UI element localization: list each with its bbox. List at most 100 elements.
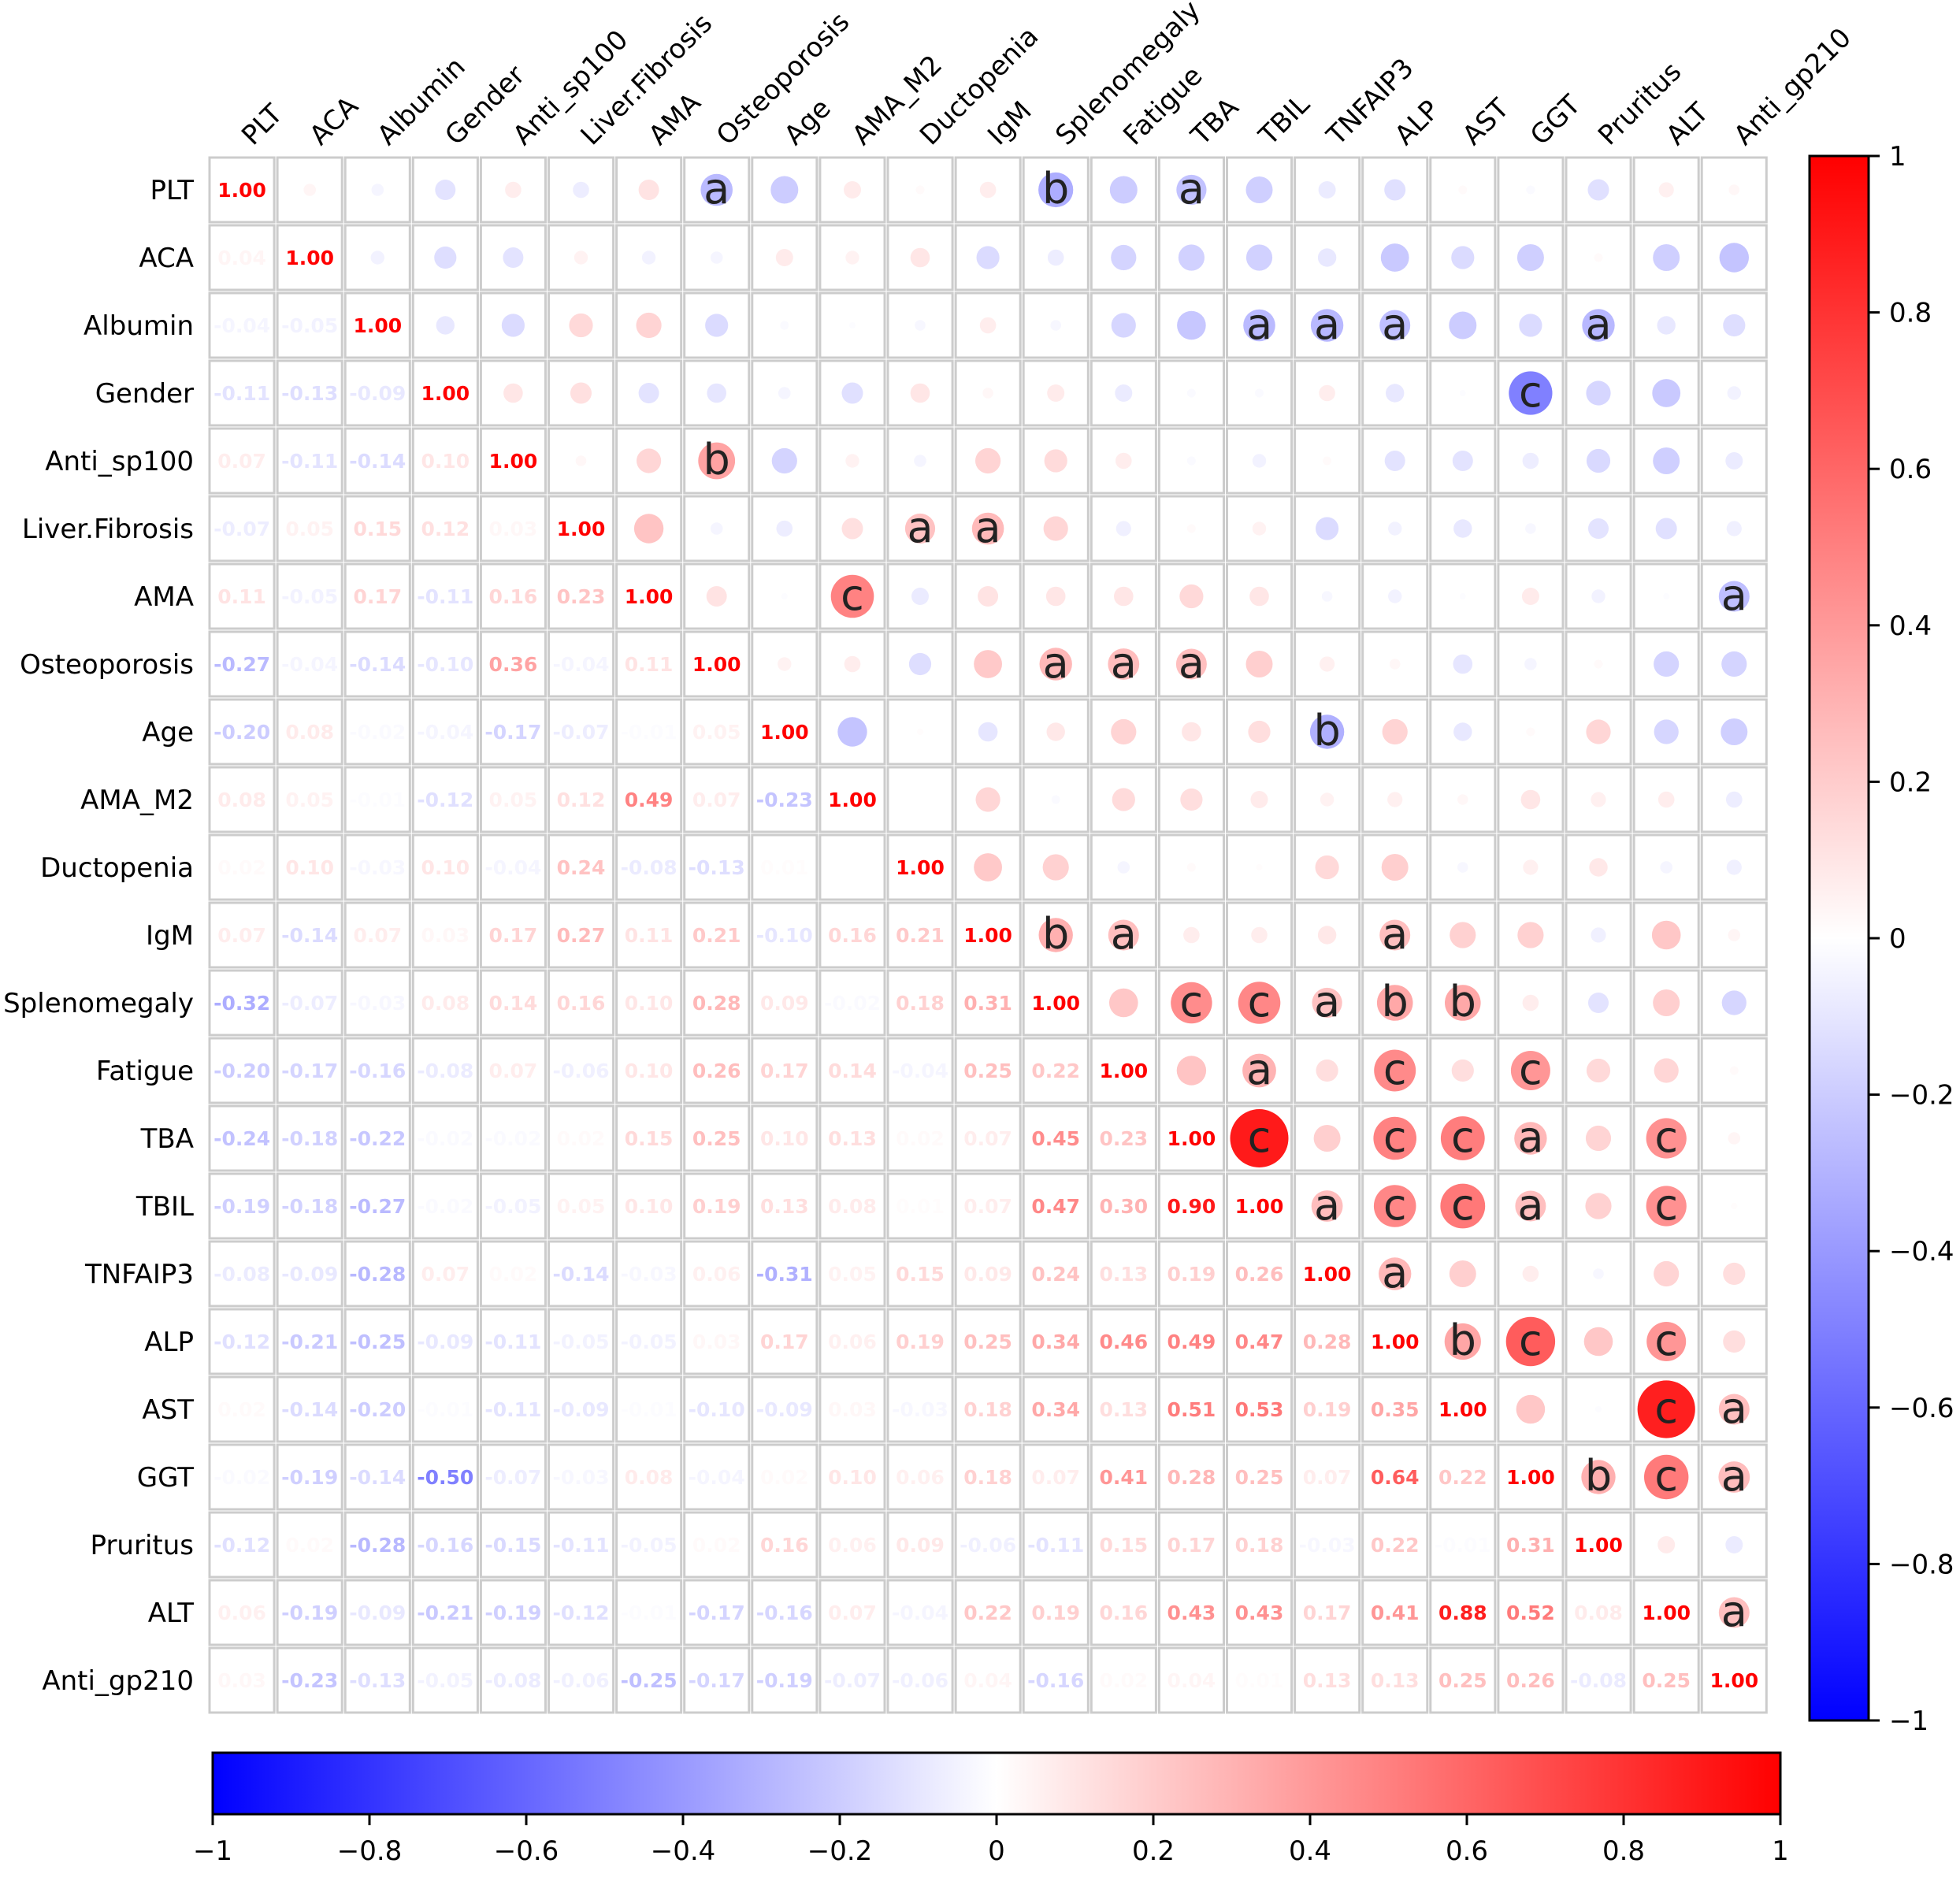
correlation-label: -0.03: [349, 992, 406, 1015]
grid-cell: [683, 698, 751, 766]
significance-letter: c: [1383, 1045, 1407, 1094]
correlation-circle: [1657, 791, 1675, 808]
grid-cell: [1632, 630, 1700, 698]
grid-cell: [411, 698, 479, 766]
row-label-gender: Gender: [95, 378, 194, 410]
correlation-label: 0.07: [217, 924, 266, 947]
correlation-circle: [978, 722, 998, 742]
column-label-alp: ALP: [1389, 95, 1446, 152]
grid-cell: [479, 1172, 548, 1240]
grid-cell: [819, 1240, 886, 1308]
significance-letter: c: [1654, 1316, 1678, 1365]
correlation-circle: [1310, 309, 1344, 342]
grid-cell: [411, 427, 479, 495]
grid-cell: [886, 1240, 954, 1308]
correlation-circle: [1588, 993, 1609, 1013]
grid-cell: [276, 1511, 343, 1579]
grid-cell: [548, 1511, 615, 1579]
grid-cell: [751, 427, 819, 495]
grid-cell: [819, 495, 886, 562]
correlation-circle: [1646, 1322, 1687, 1361]
correlation-circle: [1591, 927, 1606, 943]
correlation-label: 0.19: [1031, 1601, 1080, 1624]
grid-cell: [1565, 1579, 1632, 1646]
correlation-label: 0.49: [1167, 1331, 1216, 1353]
grid-cell: [954, 1308, 1022, 1375]
grid-cell: [276, 1308, 343, 1375]
correlation-circle: [1387, 792, 1403, 807]
horizontal-colorbar-tick-label: −0.2: [807, 1835, 873, 1867]
grid-cell: [548, 1308, 615, 1375]
correlation-label: -0.01: [621, 1398, 677, 1421]
correlation-label: 0.24: [1031, 1263, 1080, 1286]
grid-cell: [208, 1646, 276, 1714]
correlation-circle: [1586, 1058, 1611, 1083]
row-label-aca: ACA: [139, 243, 194, 274]
correlation-circle: [1251, 926, 1268, 944]
correlation-label: 0.09: [760, 992, 809, 1015]
correlation-circle: [1516, 1394, 1546, 1424]
correlation-label: 0.07: [692, 789, 741, 811]
correlation-label: -0.19: [213, 1195, 270, 1218]
correlation-circle: [1591, 589, 1605, 603]
grid-cell: [751, 1104, 819, 1172]
row-label-ama-m2: AMA_M2: [80, 785, 194, 816]
correlation-label: 0.06: [217, 1601, 266, 1624]
diagonal-label: 1.00: [1235, 1195, 1284, 1218]
correlation-label: 0.19: [692, 1195, 741, 1218]
correlation-label: 0.03: [692, 1331, 741, 1353]
grid-cell: [1497, 1443, 1565, 1511]
correlation-label: 0.51: [1167, 1398, 1216, 1421]
significance-letter: a: [1721, 570, 1747, 620]
correlation-label: 0.23: [557, 585, 606, 608]
grid-cell: [276, 291, 343, 359]
grid-cell: [886, 833, 954, 901]
grid-cell: [819, 1308, 886, 1375]
correlation-label: -0.10: [756, 924, 813, 947]
grid-cell: [411, 359, 479, 427]
correlation-circle: [1381, 854, 1409, 881]
correlation-circle: [837, 717, 867, 747]
correlation-label: 0.26: [1235, 1263, 1284, 1286]
grid-cell: [276, 833, 343, 901]
significance-letter: a: [1721, 1451, 1747, 1501]
grid-cell: [548, 495, 615, 562]
grid-cell: [615, 1308, 683, 1375]
grid-cell: [276, 698, 343, 766]
grid-cell: [276, 562, 343, 630]
grid-cell: [276, 1240, 343, 1308]
grid-cell: [411, 1308, 479, 1375]
grid-cell: [548, 1240, 615, 1308]
correlation-circle: [771, 447, 797, 474]
significance-letter: c: [1654, 1112, 1678, 1162]
correlation-label: -0.14: [552, 1263, 609, 1286]
correlation-circle: [979, 181, 997, 199]
grid-cell: [343, 630, 411, 698]
correlation-circle: [1183, 926, 1200, 944]
correlation-circle: [1719, 243, 1749, 273]
grid-cell: [208, 291, 276, 359]
column-label-ast: AST: [1457, 93, 1516, 152]
correlation-circle: [1526, 185, 1535, 195]
grid-cell: [208, 766, 276, 833]
grid-cell: [1294, 766, 1361, 833]
correlation-circle: [780, 321, 789, 330]
correlation-label: -0.17: [281, 1060, 338, 1082]
grid-cell: [1497, 1240, 1565, 1308]
grid-cell: [1361, 1308, 1429, 1375]
correlation-label: 0.34: [1031, 1331, 1080, 1353]
grid-cell: [819, 1579, 886, 1646]
correlation-label: 0.10: [625, 1060, 674, 1082]
correlation-label: 0.05: [285, 518, 334, 540]
grid-cell: [479, 1511, 548, 1579]
grid-cell: [954, 969, 1022, 1037]
correlation-circle: [1440, 1116, 1485, 1160]
row-label-anti-gp210: Anti_gp210: [42, 1665, 194, 1697]
correlation-circle: [915, 185, 925, 195]
correlation-label: -0.08: [417, 1060, 473, 1082]
grid-cell: [615, 833, 683, 901]
correlation-label: -0.14: [349, 653, 406, 676]
correlation-circle: [700, 173, 733, 206]
significance-letter: a: [1111, 638, 1137, 688]
correlation-label: -0.13: [281, 382, 338, 405]
